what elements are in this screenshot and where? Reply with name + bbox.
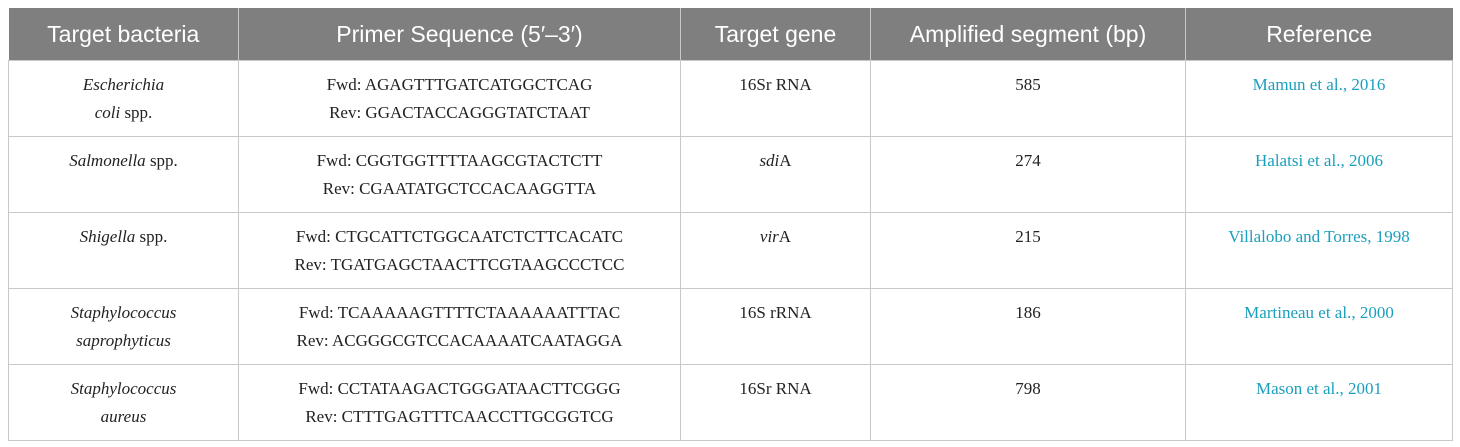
text-segment: 16Sr RNA <box>739 75 812 94</box>
text-line: Staphylococcus <box>13 375 234 403</box>
reference-cell: Villalobo and Torres, 1998 <box>1185 212 1453 289</box>
text-segment: Salmonella <box>69 151 146 170</box>
column-header: Amplified segment (bp) <box>870 8 1186 61</box>
text-segment: vir <box>759 227 779 246</box>
text-segment: coli <box>94 103 121 122</box>
reference-link[interactable]: Mamun et al., 2016 <box>1252 75 1386 94</box>
text-segment: Staphylococcus <box>70 379 177 398</box>
column-header: Primer Sequence (5′–3′) <box>238 8 681 61</box>
gene-cell: 16Sr RNA <box>680 60 871 137</box>
bacteria-cell: Escherichia coli spp. <box>8 60 239 137</box>
gene-cell: sdiA <box>680 136 871 213</box>
bacteria-cell: Salmonella spp. <box>8 136 239 213</box>
gene-cell: 16Sr RNA <box>680 364 871 441</box>
text-segment: Staphylococcus <box>70 303 177 322</box>
text-segment: A <box>778 227 792 246</box>
segment-cell: 186 <box>870 288 1186 365</box>
text-line: Staphylococcus <box>13 299 234 327</box>
text-line: coli spp. <box>13 99 234 127</box>
primer: Rev: CGAATATGCTCCACAAGGTTA <box>322 179 597 198</box>
text-segment: aureus <box>100 407 147 426</box>
primer: Fwd: TCAAAAAGTTTTCTAAAAAATTTAC <box>298 303 621 322</box>
primer-table: Target bacteria Primer Sequence (5′–3′) Ta… <box>8 8 1453 441</box>
segment-cell: 215 <box>870 212 1186 289</box>
header-row: Target bacteria Primer Sequence (5′–3′) Ta… <box>8 8 1453 61</box>
text-segment: Shigella <box>79 227 136 246</box>
primer: Fwd: CTGCATTCTGGCAATCTCTTCACATC <box>295 227 624 246</box>
table-row: Staphylococcus aureus Fwd: CCTATAAGACTGGGA… <box>8 364 1453 441</box>
primer: Fwd: CCTATAAGACTGGGATAACTTCGGG <box>298 379 621 398</box>
reference-link[interactable]: Martineau et al., 2000 <box>1244 303 1394 322</box>
primer-cell: Fwd: CCTATAAGACTGGGATAACTTCGGG Rev: CTTTG… <box>238 364 681 441</box>
primer: Fwd: AGAGTTTGATCATGGCTCAG <box>326 75 593 94</box>
segment-cell: 798 <box>870 364 1186 441</box>
reference-link[interactable]: Mason et al., 2001 <box>1255 379 1383 398</box>
text-segment: spp. <box>149 151 178 170</box>
text-segment: Escherichia <box>82 75 165 94</box>
primer: Rev: TGATGAGCTAACTTCGTAAGCCCTCC <box>294 255 625 274</box>
reference-cell: Halatsi et al., 2006 <box>1185 136 1453 213</box>
primer-cell: Fwd: CGGTGGTTTTAAGCGTACTCTT Rev: CGAATATG… <box>238 136 681 213</box>
table-row: Escherichia coli spp. Fwd: AGAGTTTGATCATGGC… <box>8 60 1453 137</box>
text-segment: saprophyticus <box>76 331 171 350</box>
bacteria-cell: Staphylococcus saprophyticus <box>8 288 239 365</box>
table-row: Salmonella spp. Fwd: CGGTGGTTTTAAGCGTACTCT… <box>8 136 1453 213</box>
text-segment: spp. <box>139 227 168 246</box>
reference-cell: Mason et al., 2001 <box>1185 364 1453 441</box>
text-line: Salmonella spp. <box>13 147 234 175</box>
primer-cell: Fwd: CTGCATTCTGGCAATCTCTTCACATC Rev: TGAT… <box>238 212 681 289</box>
table-row: Shigella spp. Fwd: CTGCATTCTGGCAATCTCTTCAC… <box>8 212 1453 289</box>
primer-cell: Fwd: AGAGTTTGATCATGGCTCAG Rev: GGACTACCAG… <box>238 60 681 137</box>
segment-cell: 274 <box>870 136 1186 213</box>
table-body: Escherichia coli spp. Fwd: AGAGTTTGATCATGGC… <box>8 60 1453 441</box>
segment-cell: 585 <box>870 60 1186 137</box>
reference-link[interactable]: Villalobo and Torres, 1998 <box>1228 227 1410 246</box>
text-line: aureus <box>13 403 234 431</box>
primer: Rev: CTTTGAGTTTCAACCTTGCGGTCG <box>305 407 614 426</box>
text-line: saprophyticus <box>13 327 234 355</box>
primer-cell: Fwd: TCAAAAAGTTTTCTAAAAAATTTAC Rev: ACGGG… <box>238 288 681 365</box>
reference-cell: Martineau et al., 2000 <box>1185 288 1453 365</box>
text-segment: A <box>779 151 792 170</box>
primer: Fwd: CGGTGGTTTTAAGCGTACTCTT <box>316 151 603 170</box>
column-header: Target bacteria <box>8 8 239 61</box>
bacteria-cell: Shigella spp. <box>8 212 239 289</box>
table-row: Staphylococcus saprophyticus Fwd: TCAAAAAG… <box>8 288 1453 365</box>
gene-cell: virA <box>680 212 871 289</box>
primer: Rev: GGACTACCAGGGTATCTAAT <box>329 103 590 122</box>
text-segment: 16Sr RNA <box>739 379 812 398</box>
text-line: Escherichia <box>13 71 234 99</box>
reference-cell: Mamun et al., 2016 <box>1185 60 1453 137</box>
gene-cell: 16S rRNA <box>680 288 871 365</box>
bacteria-cell: Staphylococcus aureus <box>8 364 239 441</box>
primer: Rev: ACGGGCGTCCACAAAATCAATAGGA <box>296 331 623 350</box>
column-header: Target gene <box>680 8 871 61</box>
text-line: Shigella spp. <box>13 223 234 251</box>
text-segment: sdi <box>759 151 780 170</box>
text-segment: 16S rRNA <box>739 303 812 322</box>
column-header: Reference <box>1185 8 1453 61</box>
reference-link[interactable]: Halatsi et al., 2006 <box>1255 151 1383 170</box>
text-segment: spp. <box>124 103 153 122</box>
